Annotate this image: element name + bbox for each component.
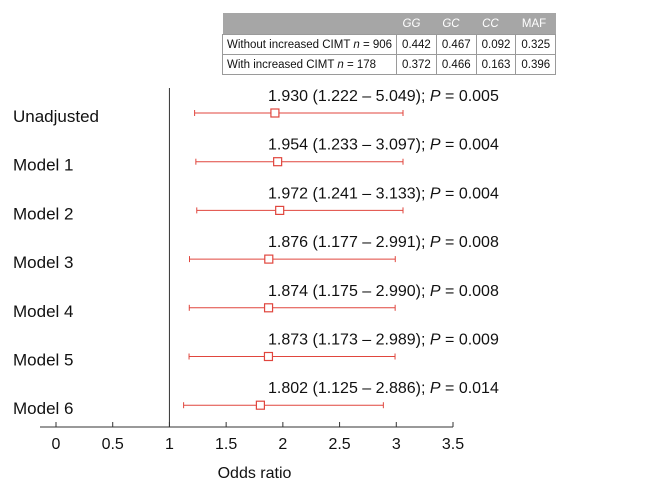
estimate-annotation: 1.972 (1.241 – 3.133); P = 0.004: [268, 185, 499, 202]
row-label: Model 6: [13, 399, 73, 418]
estimate-marker: [263, 303, 274, 313]
genotype-value-gc: 0.467: [435, 34, 477, 55]
genotype-table-row: With increased CIMT n = 178 0.372 0.466 …: [221, 54, 557, 75]
estimate-annotation: 1.873 (1.173 – 2.989); P = 0.009: [268, 332, 499, 349]
genotype-table-row: Without increased CIMT n = 906 0.442 0.4…: [221, 34, 557, 55]
row-label: Model 4: [13, 302, 73, 321]
genotype-table-header-blank: [222, 13, 397, 35]
genotype-value-cc: 0.163: [475, 54, 517, 75]
genotype-frequency-table: GG GC CC MAF Without increased CIMT n = …: [221, 13, 557, 75]
x-tick-label: 0.5: [102, 436, 124, 453]
x-tick-label: 2: [278, 436, 287, 453]
genotype-value-maf: 0.396: [515, 54, 557, 75]
genotype-table-header-cc: CC: [476, 13, 516, 35]
x-tick-label: 0: [52, 436, 61, 453]
estimate-annotation: 1.876 (1.177 – 2.991); P = 0.008: [268, 234, 499, 251]
genotype-group-label: Without increased CIMT: [227, 38, 351, 51]
genotype-table-header-maf: MAF: [515, 13, 556, 35]
estimate-marker: [273, 157, 283, 167]
genotype-value-gg: 0.442: [396, 34, 437, 55]
genotype-table-group-cell: Without increased CIMT n = 906: [221, 34, 398, 55]
genotype-table-header-gg: GG: [396, 13, 437, 35]
x-tick-label: 1.5: [215, 436, 237, 453]
row-label: Unadjusted: [13, 107, 99, 126]
x-tick-label: 1: [165, 436, 174, 453]
x-axis-title: Odds ratio: [218, 465, 292, 482]
x-tick-label: 3.5: [442, 436, 464, 453]
genotype-table-group-cell: With increased CIMT n = 178: [221, 54, 398, 75]
estimate-annotation: 1.930 (1.222 – 5.049); P = 0.005: [268, 88, 499, 105]
x-tick-label: 2.5: [328, 436, 350, 453]
row-label: Model 2: [13, 204, 73, 223]
row-label: Model 3: [13, 253, 73, 272]
estimate-marker: [275, 205, 285, 215]
genotype-table-header-row: GG GC CC MAF: [222, 13, 556, 35]
genotype-group-label: With increased CIMT: [227, 58, 335, 71]
row-label: Model 1: [13, 156, 73, 175]
genotype-n-value: = 178: [343, 58, 377, 71]
genotype-value-cc: 0.092: [475, 34, 517, 55]
x-tick-label: 3: [392, 436, 401, 453]
estimate-annotation: 1.802 (1.125 – 2.886); P = 0.014: [268, 380, 499, 397]
genotype-table-header-gc: GC: [436, 13, 477, 35]
row-label: Model 5: [13, 351, 73, 370]
estimate-marker: [255, 400, 265, 410]
estimate-marker: [270, 108, 280, 118]
estimate-marker: [263, 351, 274, 362]
genotype-n-symbol: n: [353, 38, 360, 51]
estimate-annotation: 1.874 (1.175 – 2.990); P = 0.008: [268, 283, 499, 300]
genotype-n-symbol: n: [337, 58, 344, 71]
genotype-n-value: = 906: [359, 38, 393, 51]
estimate-marker: [264, 254, 274, 264]
estimate-annotation: 1.954 (1.233 – 3.097); P = 0.004: [268, 137, 499, 154]
